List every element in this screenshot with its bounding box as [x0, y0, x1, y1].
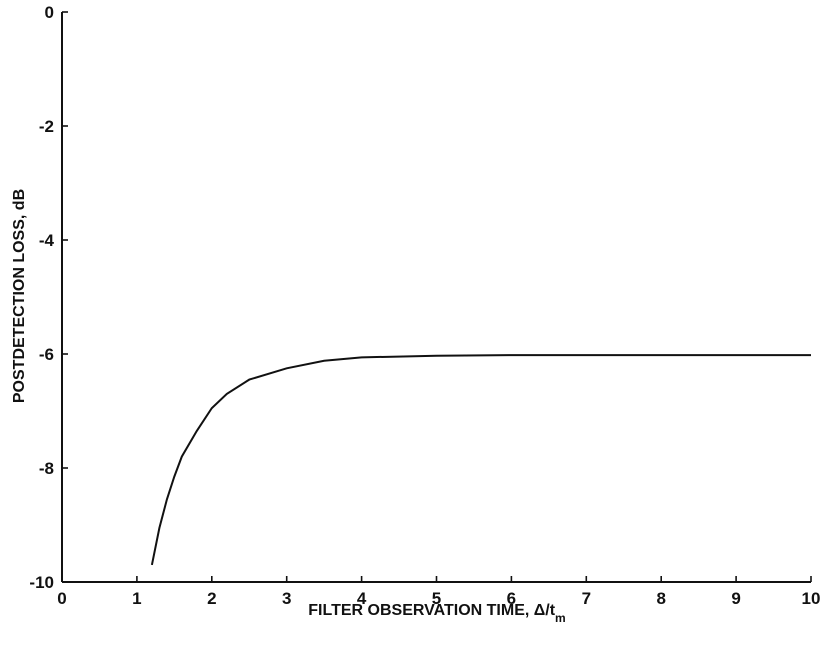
y-axis-title: POSTDETECTION LOSS, dB — [11, 189, 28, 403]
x-tick-label: 7 — [582, 589, 591, 608]
y-tick-label: 0 — [45, 3, 54, 22]
label-layer: 0 1 2 3 4 5 6 7 8 9 10 0 -2 -4 -6 -8 -10 — [29, 3, 820, 608]
x-axis-title: FILTER OBSERVATION TIME, Δ/tm — [308, 602, 565, 625]
x-tick-label: 6 — [507, 589, 516, 608]
x-axis-title-subscript: m — [555, 611, 566, 625]
x-tick-label: 4 — [357, 589, 367, 608]
y-tick-label: -6 — [39, 345, 54, 364]
y-tick-label: -10 — [29, 573, 54, 592]
y-tick-label: -8 — [39, 459, 54, 478]
x-tick-label: 1 — [132, 589, 141, 608]
y-tick-label: -4 — [39, 231, 55, 250]
x-tick-label: 3 — [282, 589, 291, 608]
series-line-0 — [150, 354, 811, 566]
x-axis-title-main: FILTER OBSERVATION TIME, Δ/t — [308, 602, 555, 619]
x-tick-label: 8 — [656, 589, 665, 608]
tick-layer — [61, 11, 812, 583]
x-tick-label: 2 — [207, 589, 216, 608]
plot-area — [61, 12, 811, 583]
x-tick-label: 5 — [432, 589, 441, 608]
x-tick-label: 9 — [731, 589, 740, 608]
x-tick-label: 10 — [802, 589, 820, 608]
x-tick-label: 0 — [57, 589, 66, 608]
y-tick-label: -2 — [39, 117, 54, 136]
